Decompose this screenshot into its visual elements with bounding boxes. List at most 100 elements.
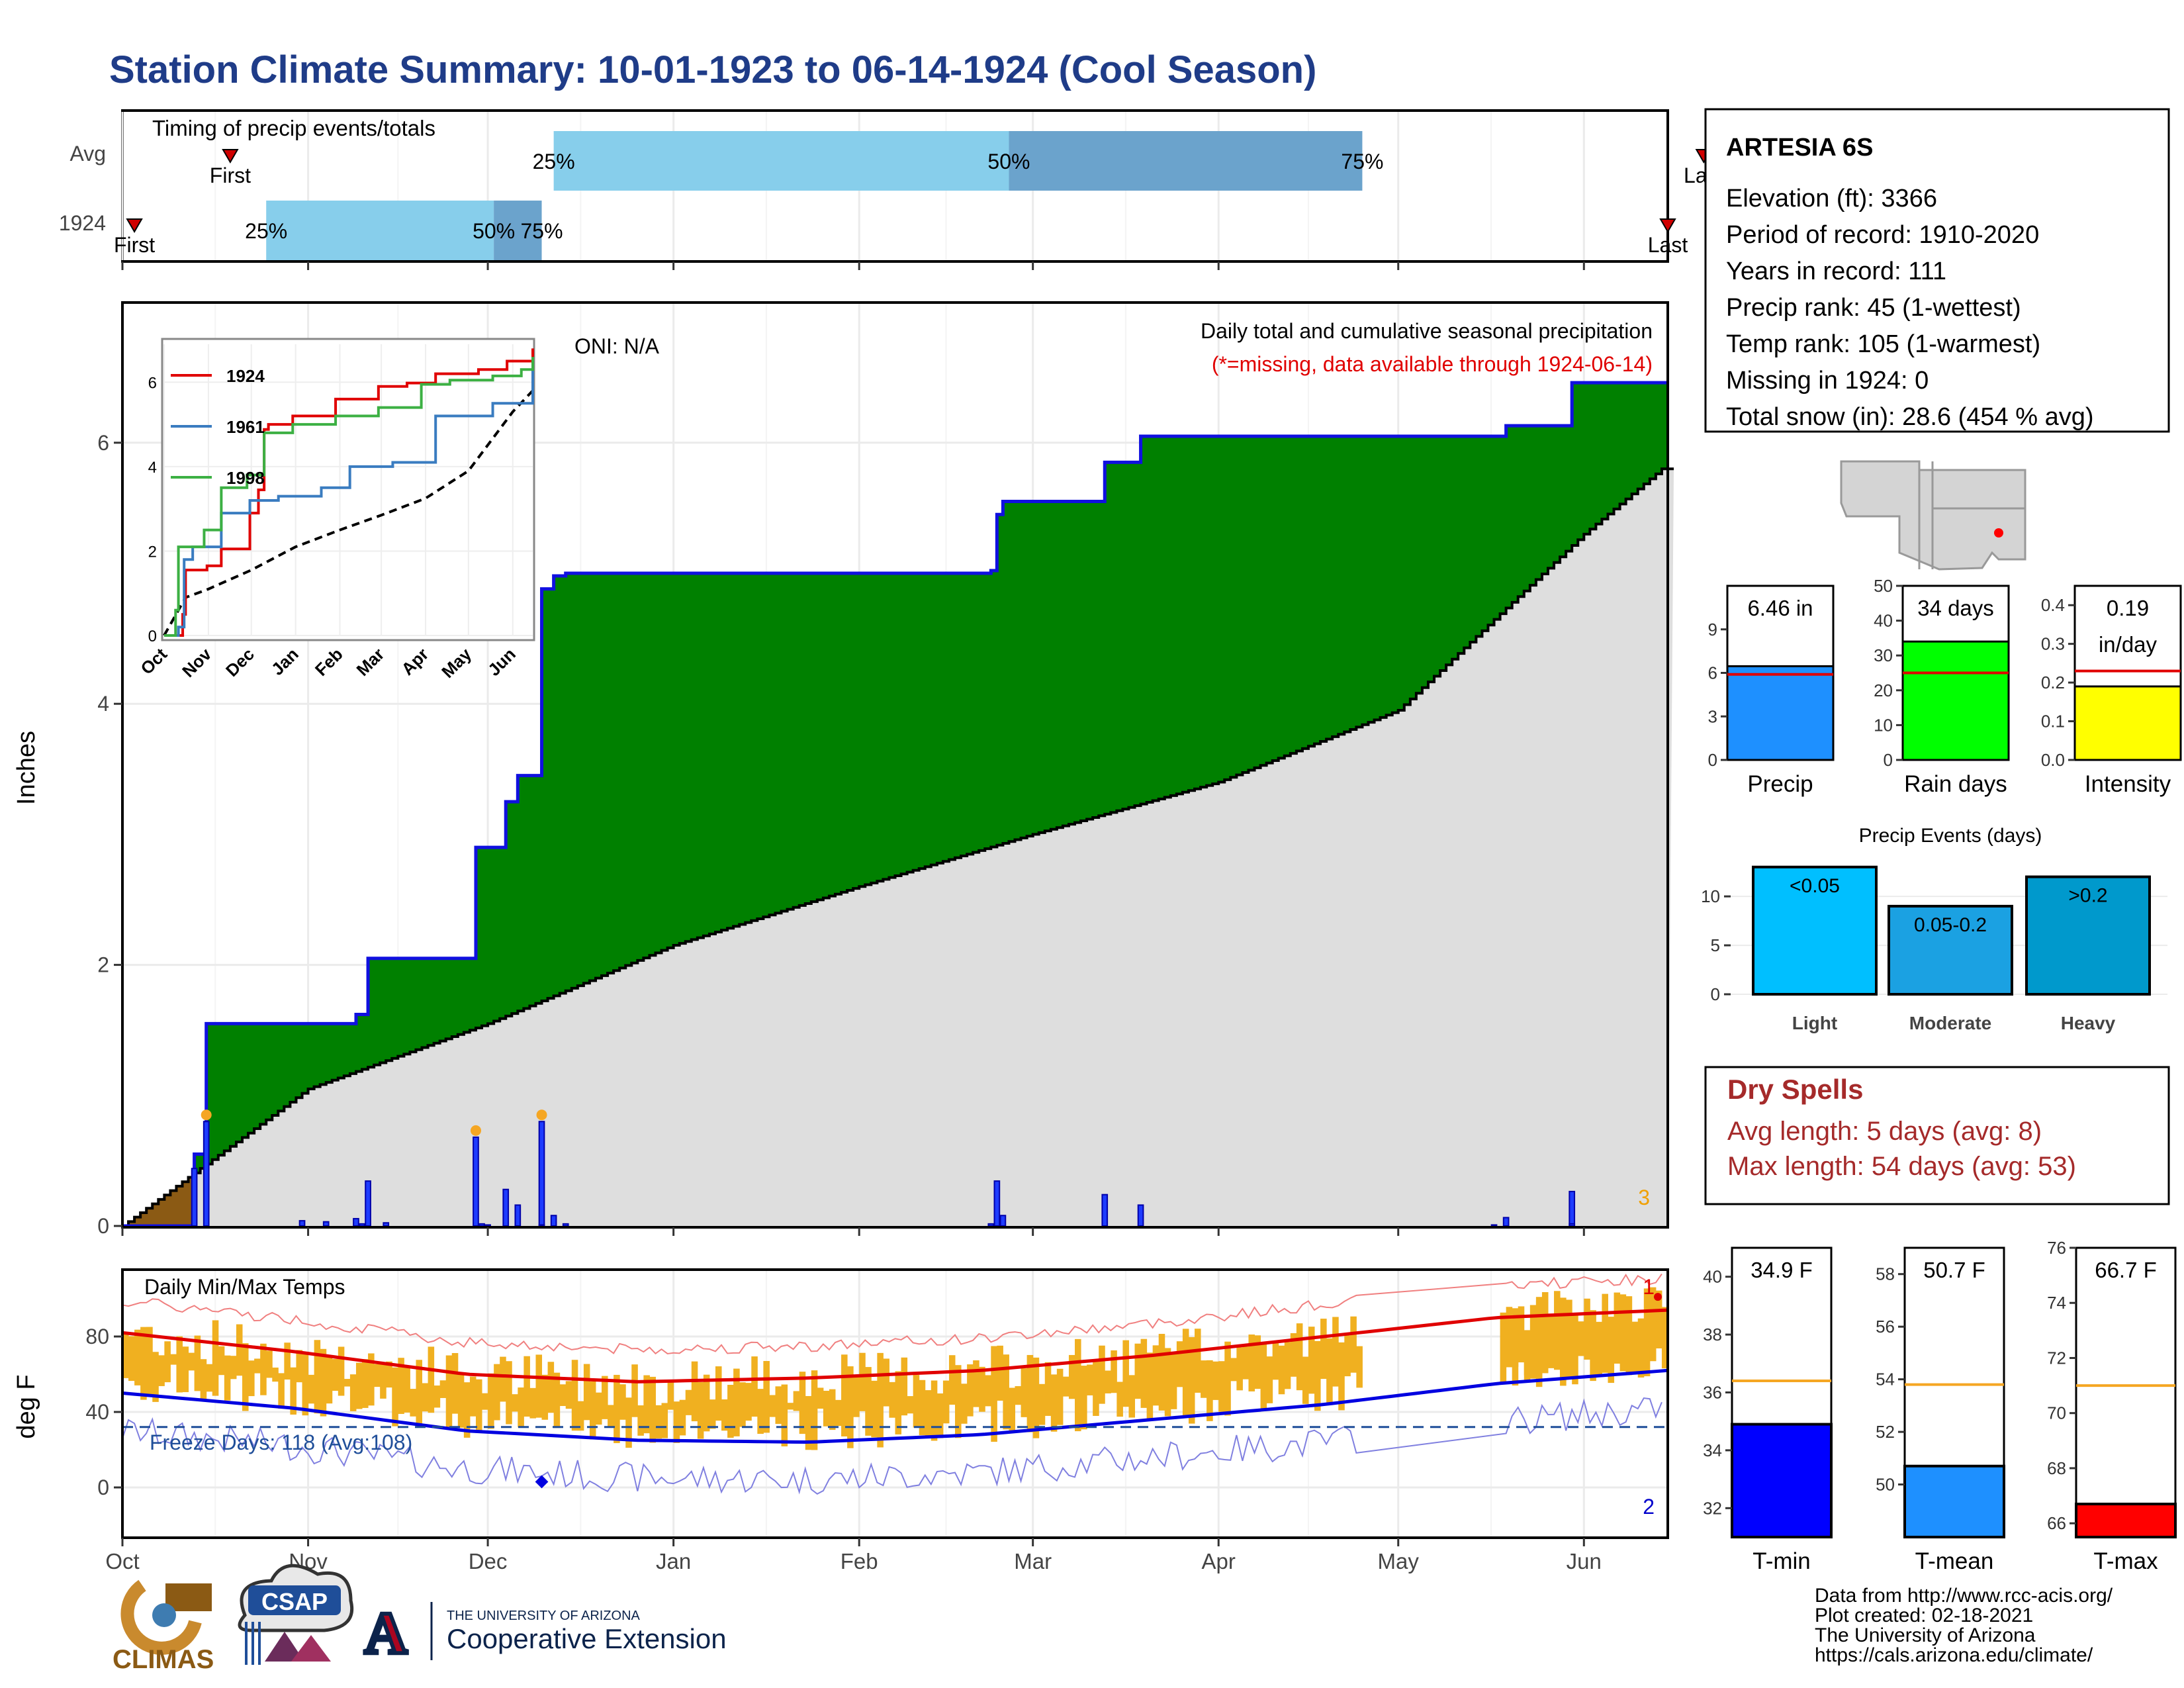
footer-line-4: https://cals.arizona.edu/climate/ <box>1815 1644 2093 1666</box>
daily-temp-range-bar <box>1596 1321 1602 1377</box>
daily-temp-range-bar <box>1164 1348 1171 1417</box>
daily-temp-range-bar <box>212 1320 219 1396</box>
daily-temp-range-bar <box>188 1352 195 1371</box>
events-bar-heavy: >0.2 Heavy <box>2025 875 2151 1033</box>
summary-bar-label: Intensity <box>2085 771 2171 797</box>
timing-label-75: 75% <box>521 219 563 243</box>
daily-temp-range-bar <box>709 1399 716 1429</box>
summary-bar-value <box>2073 685 2182 761</box>
daily-temp-range-bar <box>272 1367 279 1382</box>
daily-temp-range-bar <box>727 1385 734 1438</box>
average-min-line <box>122 1368 1668 1444</box>
daily-temp-range-bar <box>751 1356 758 1417</box>
temp-summary-tick-label: 58 <box>1876 1264 1895 1284</box>
daily-precip-bar <box>365 1180 371 1227</box>
summary-bar-tick-label: 0.0 <box>2041 750 2065 770</box>
daily-temp-range-bar <box>445 1355 453 1429</box>
temp-summary-t-min: 32 34 36 38 40 34.9 F T-min <box>1703 1246 1833 1574</box>
svg-text:THE UNIVERSITY OF ARIZONA: THE UNIVERSITY OF ARIZONA <box>447 1609 641 1623</box>
daily-temp-range-bar <box>631 1364 638 1417</box>
daily-temp-range-bar <box>134 1329 141 1385</box>
daily-temp-range-bar <box>1236 1347 1243 1391</box>
temp-summary-tick-label: 76 <box>2047 1238 2066 1258</box>
temp-ytick-label: 80 <box>85 1325 109 1348</box>
inset-legend-label: 1998 <box>226 468 265 488</box>
station-info-line: Temp rank: 105 (1-warmest) <box>1726 330 2040 358</box>
timing-marker-first <box>126 218 143 233</box>
daily-temp-range-bar <box>1614 1325 1621 1364</box>
summary-bar-label: Precip <box>1747 771 1813 797</box>
daily-temp-range-bar <box>1500 1312 1507 1382</box>
summary-bar-value-label: 34 days <box>1917 596 1994 620</box>
daily-temp-range-bar <box>643 1375 650 1434</box>
daily-temp-range-bar <box>463 1382 471 1438</box>
daily-temp-range-bar <box>416 1360 423 1427</box>
daily-temp-range-bar <box>176 1336 183 1393</box>
daily-temp-range-bar <box>254 1358 261 1374</box>
precip-ytick-label: 4 <box>97 692 109 716</box>
summary-bar-label: Rain days <box>1904 771 2007 797</box>
timing-bar-25-50 <box>266 201 494 260</box>
daily-precip-bar <box>1137 1204 1144 1227</box>
daily-temp-range-bar <box>236 1324 243 1376</box>
daily-temp-range-bar <box>451 1353 459 1414</box>
precip-ytick-label: 6 <box>97 431 109 455</box>
daily-temp-range-bar <box>571 1360 578 1431</box>
events-bar-label: Moderate <box>1909 1013 1991 1033</box>
daily-temp-range-bar <box>1015 1385 1022 1405</box>
csap-logo: CSAP <box>238 1564 354 1665</box>
timing-label-50: 50% <box>473 219 515 243</box>
daily-temp-range-bar <box>589 1381 596 1440</box>
x-month-label: Oct <box>105 1549 139 1573</box>
daily-temp-range-bar <box>1356 1346 1363 1388</box>
daily-temp-range-bar <box>326 1356 333 1404</box>
daily-temp-range-bar <box>1578 1326 1584 1356</box>
temp-summary-tick-label: 52 <box>1876 1422 1895 1442</box>
daily-precip-bar <box>359 1223 365 1227</box>
daily-temp-range-bar <box>290 1367 296 1415</box>
daily-temp-range-bar <box>979 1366 985 1412</box>
university-logo: A THE UNIVERSITY OF ARIZONA Cooperative … <box>361 1599 727 1668</box>
daily-temp-range-bar <box>1506 1307 1513 1368</box>
inset-ytick-label: 0 <box>148 628 157 645</box>
daily-temp-range-bar <box>314 1340 321 1414</box>
daily-temp-range-bar <box>757 1389 764 1434</box>
daily-temp-range-bar <box>1524 1330 1531 1376</box>
climas-logo: CLIMAS <box>113 1579 214 1674</box>
daily-temp-range-bar <box>1590 1310 1596 1382</box>
footer: Data from http://www.rcc-acis.org/ Plot … <box>113 1564 2113 1674</box>
daily-temp-range-bar <box>1344 1335 1351 1377</box>
precip-panel: Inches ONI: N/A Daily total and cumulati… <box>13 301 1674 1238</box>
daily-temp-range-bar <box>1230 1358 1237 1382</box>
daily-temp-range-bar <box>1212 1361 1219 1400</box>
station-name: ARTESIA 6S <box>1726 134 1873 162</box>
daily-temp-range-bar <box>362 1359 369 1408</box>
daily-temp-range-bar <box>266 1350 273 1378</box>
daily-temp-range-bar <box>1572 1315 1578 1385</box>
summary-bar-tick-label: 30 <box>1874 645 1893 665</box>
summary-bar-unit-label: in/day <box>2099 632 2158 657</box>
heavy-precip-marker <box>201 1109 212 1121</box>
temp-summary-value-label: 34.9 F <box>1751 1258 1813 1282</box>
daily-temp-range-bar <box>308 1374 315 1404</box>
daily-temp-range-bar <box>1009 1387 1016 1432</box>
temp-ytick-label: 0 <box>97 1476 109 1499</box>
daily-temp-range-bar <box>1619 1294 1627 1372</box>
daily-temp-range-bar <box>278 1373 285 1409</box>
daily-temp-range-bar <box>608 1405 614 1427</box>
daily-temp-range-bar <box>1068 1354 1075 1399</box>
temp-summary-tick-label: 40 <box>1703 1267 1722 1287</box>
daily-temp-range-bar <box>140 1327 147 1400</box>
daily-temp-range-bar <box>841 1354 848 1436</box>
daily-temp-range-bar <box>433 1385 441 1408</box>
daily-temp-range-bar <box>1260 1342 1267 1409</box>
daily-temp-range-bar <box>925 1390 932 1438</box>
temp-summary-label: T-min <box>1752 1548 1811 1574</box>
daily-precip-bar <box>562 1223 569 1227</box>
daily-temp-range-bar <box>1332 1317 1339 1387</box>
daily-temp-range-bar <box>494 1364 500 1421</box>
x-month-label: May <box>1378 1549 1420 1573</box>
daily-temp-range-bar <box>122 1333 129 1378</box>
daily-temp-range-bar <box>1158 1334 1165 1411</box>
daily-precip-bar <box>484 1224 491 1227</box>
